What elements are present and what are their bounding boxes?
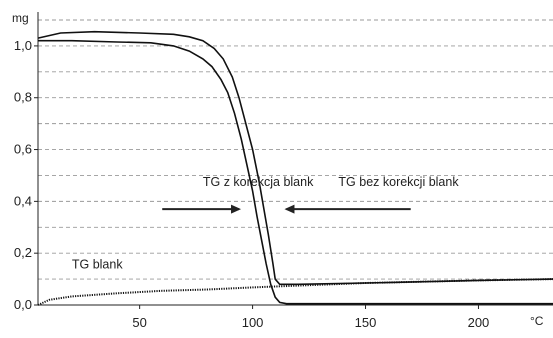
series-line: [37, 30, 553, 286]
y-tick-label: 0,0: [14, 297, 32, 312]
x-tick-label: 50: [132, 315, 146, 330]
x-tick-label: 150: [355, 315, 377, 330]
x-unit-label: °C: [530, 314, 544, 328]
series-line: [37, 278, 553, 306]
y-tick-label: 0,4: [14, 193, 32, 208]
series-line: [38, 39, 553, 305]
x-tick-label: 200: [468, 315, 490, 330]
grid-lines: [38, 19, 553, 280]
y-tick-label: 0,8: [14, 90, 32, 105]
x-tick-label: 100: [242, 315, 264, 330]
annotation-text: TG z korekcja blank: [203, 175, 314, 189]
y-tick-label: 0,2: [14, 245, 32, 260]
annotation-text: TG blank: [72, 258, 123, 272]
annotation-text: TG bez korekcji blank: [338, 175, 459, 189]
axes: 0,0 0,2 0,4 0,6 0,8 1,0 50 100 150 200: [14, 12, 553, 330]
annotations: TG z korekcja blank TG bez korekcji blank…: [72, 175, 459, 272]
series-lines: [37, 30, 553, 306]
y-tick-label: 1,0: [14, 38, 32, 53]
y-tick-label: 0,6: [14, 142, 32, 157]
annotation-arrow-head: [231, 204, 242, 214]
y-unit-label: mg: [12, 11, 29, 25]
annotation-arrow-head: [284, 204, 295, 214]
